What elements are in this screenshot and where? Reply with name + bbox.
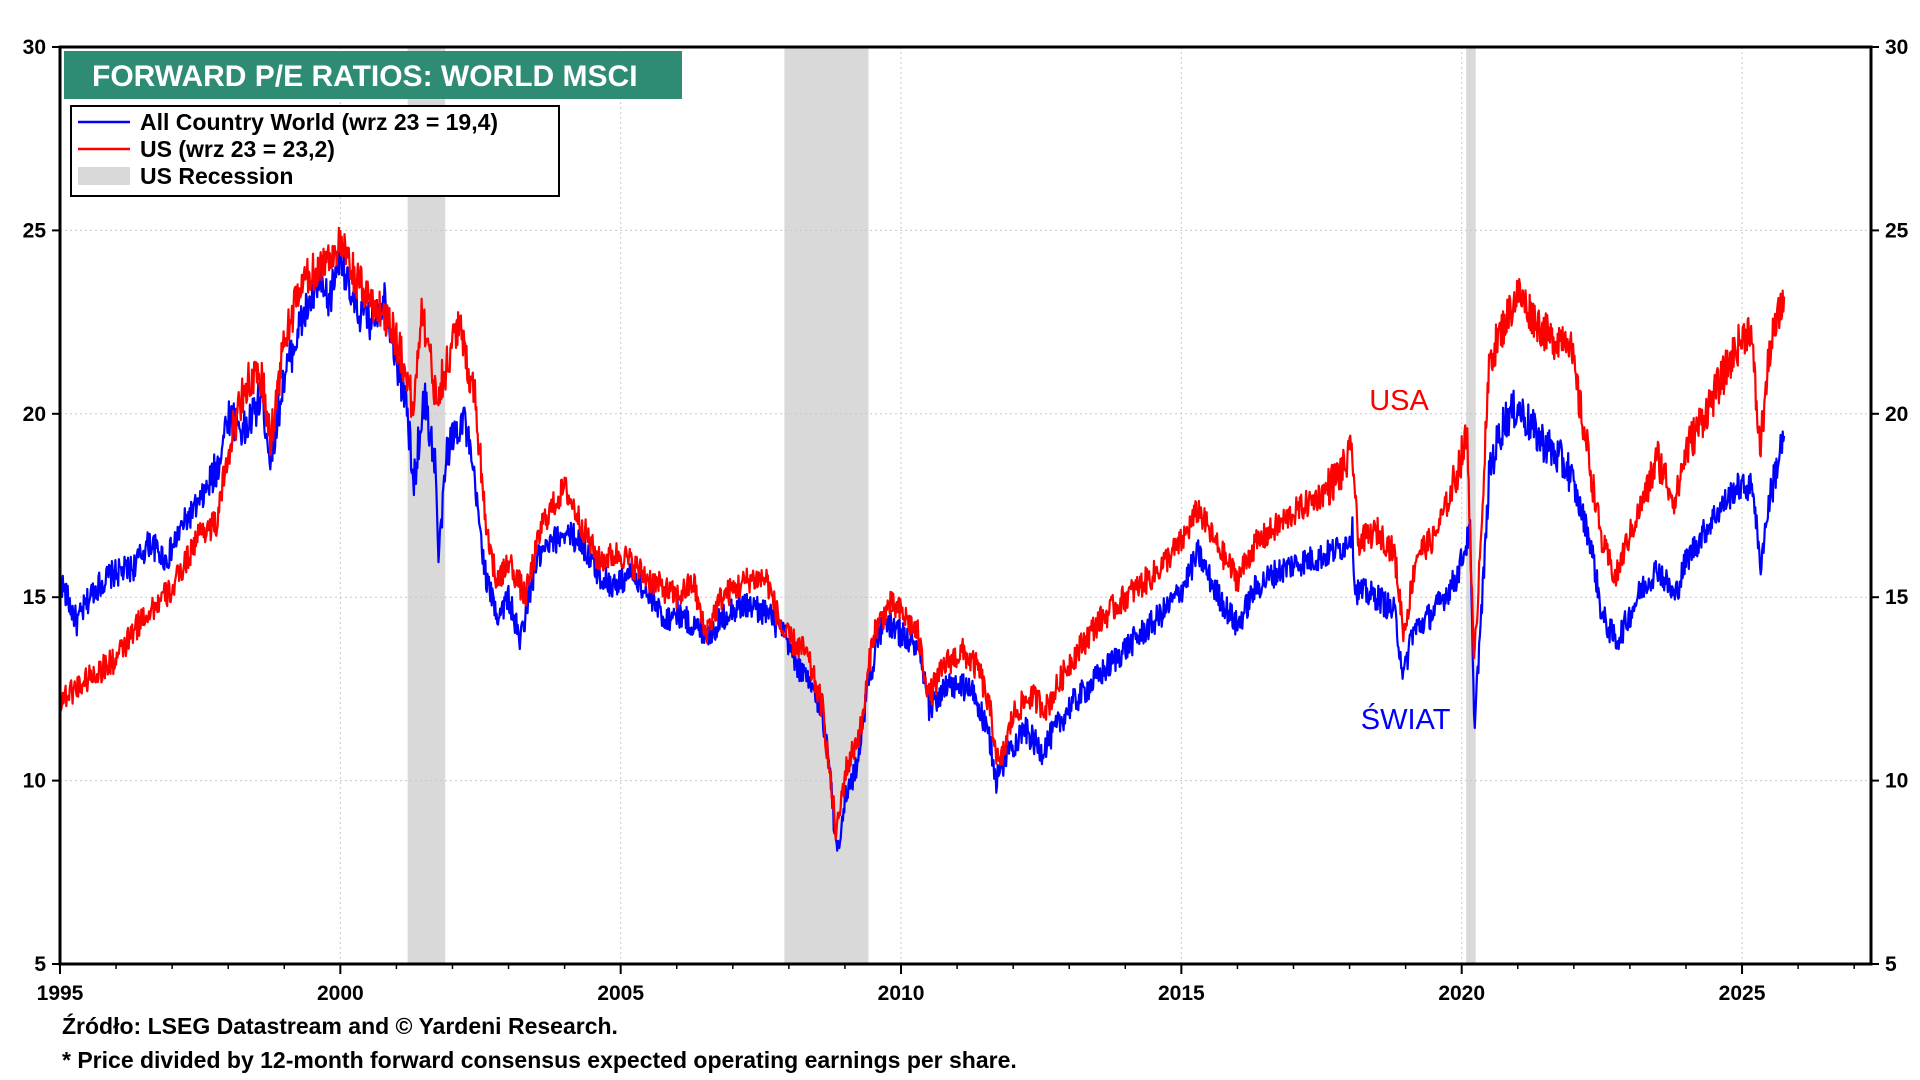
- x-tick-label-2000: 2000: [317, 982, 364, 1005]
- plot-frame: [58, 45, 1873, 966]
- recession-band-0: [407, 47, 446, 964]
- x-tick-label-2020: 2020: [1438, 982, 1485, 1005]
- y-tick-label-left-25: 25: [23, 219, 47, 242]
- legend: All Country World (wrz 23 = 19,4)US (wrz…: [70, 105, 560, 197]
- y-tick-label-right-25: 25: [1885, 219, 1909, 242]
- annotation-world: ŚWIAT: [1361, 702, 1451, 736]
- legend-label-0: All Country World (wrz 23 = 19,4): [140, 109, 498, 135]
- x-tick-label-2005: 2005: [597, 982, 644, 1005]
- y-tick-label-left-10: 10: [23, 770, 46, 793]
- legend-label-1: US (wrz 23 = 23,2): [140, 136, 335, 162]
- y-tick-label-left-5: 5: [34, 953, 46, 976]
- y-tick-label-left-30: 30: [23, 36, 46, 59]
- chart-title-background: [64, 51, 682, 99]
- y-tick-label-right-5: 5: [1885, 953, 1897, 976]
- y-tick-label-right-30: 30: [1885, 36, 1908, 59]
- chart-title-box: FORWARD P/E RATIOS: WORLD MSCI: [64, 51, 682, 99]
- y-tick-label-right-10: 10: [1885, 770, 1908, 793]
- y-tick-label-left-20: 20: [23, 403, 46, 426]
- legend-label-2: US Recession: [140, 163, 293, 189]
- legend-swatch-recession: [78, 167, 130, 185]
- grid-lines: [60, 47, 1871, 964]
- annotations: USA ŚWIAT: [1361, 385, 1451, 736]
- x-tick-label-1995: 1995: [37, 982, 84, 1005]
- recession-bands: [407, 47, 1476, 964]
- source-note: Źródło: LSEG Datastream and © Yardeni Re…: [62, 1013, 618, 1039]
- recession-band-1: [784, 47, 869, 964]
- recession-band-2: [1466, 47, 1476, 964]
- data-series: [58, 226, 1786, 852]
- y-tick-label-right-20: 20: [1885, 403, 1908, 426]
- x-tick-label-2025: 2025: [1719, 982, 1766, 1005]
- annotation-usa: USA: [1369, 385, 1429, 417]
- series-line-world: [58, 232, 1786, 852]
- x-tick-label-2015: 2015: [1158, 982, 1205, 1005]
- footnote: * Price divided by 12-month forward cons…: [62, 1047, 1017, 1073]
- y-tick-label-right-15: 15: [1885, 586, 1909, 609]
- chart-title: FORWARD P/E RATIOS: WORLD MSCI: [92, 60, 638, 93]
- legend-box: [70, 105, 560, 197]
- x-tick-label-2010: 2010: [878, 982, 925, 1005]
- y-tick-label-left-15: 15: [23, 586, 47, 609]
- series-line-us: [58, 226, 1786, 841]
